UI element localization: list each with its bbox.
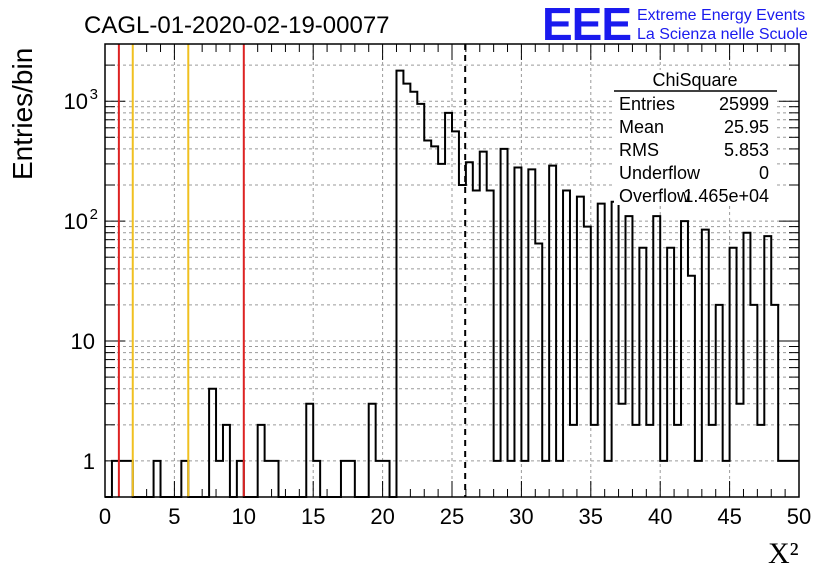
x-tick-label: 10	[232, 504, 256, 529]
plot-frame	[104, 43, 800, 498]
y-tick-label: 10	[64, 89, 88, 114]
x-tick-label: 35	[579, 504, 603, 529]
x-axis-label: X²	[768, 537, 799, 570]
stats-label-mean: Mean	[619, 117, 664, 137]
stats-value-overflow: 1.465e+04	[683, 186, 769, 206]
stats-label-entries: Entries	[619, 94, 675, 114]
x-tick-label: 25	[440, 504, 464, 529]
x-tick-label: 20	[370, 504, 394, 529]
y-tick-label: 1	[83, 449, 95, 474]
stats-value-entries: 25999	[719, 94, 769, 114]
chart-title: CAGL-01-2020-02-19-00077	[84, 12, 390, 39]
y-tick-label: 10	[71, 329, 95, 354]
x-tick-label: 45	[717, 504, 741, 529]
x-tick-label: 0	[99, 504, 111, 529]
stats-value-mean: 25.95	[724, 117, 769, 137]
stats-box: ChiSquare Entries 25999 Mean 25.95 RMS 5…	[614, 70, 777, 206]
x-tick-label: 30	[509, 504, 533, 529]
x-tick-labels: 0 5 10 15 20 25 30 35 40 45 50	[99, 504, 811, 529]
x-tick-label: 5	[168, 504, 180, 529]
x-tick-label: 15	[301, 504, 325, 529]
logo-line-1: Extreme Energy Events	[637, 7, 805, 24]
y-tick-label: 10	[64, 209, 88, 234]
stats-label-overflow: Overflow	[619, 186, 691, 206]
logo-mark: EEE	[542, 0, 631, 50]
logo-line-2: La Scienza nelle Scuole	[637, 26, 808, 43]
stats-title: ChiSquare	[652, 70, 737, 90]
y-tick-exponent: 3	[90, 86, 98, 103]
x-tick-label: 50	[787, 504, 811, 529]
threshold-lines	[117, 44, 467, 497]
stats-label-underflow: Underflow	[619, 163, 701, 183]
histogram-series	[105, 69, 799, 498]
y-tick-exponent: 2	[90, 206, 98, 223]
stats-value-rms: 5.853	[724, 140, 769, 160]
y-axis-label: Entries/bin	[7, 48, 38, 180]
x-tick-label: 40	[648, 504, 672, 529]
stats-label-rms: RMS	[619, 140, 659, 160]
stats-value-underflow: 0	[759, 163, 769, 183]
